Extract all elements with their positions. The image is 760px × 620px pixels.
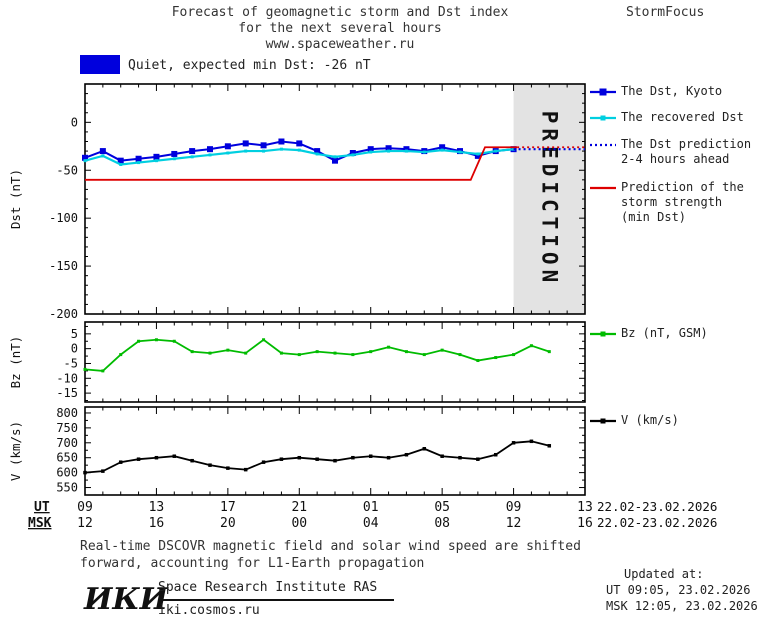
svg-text:-50: -50 [56,163,78,177]
bz-line-icon [590,331,616,337]
svg-text:16: 16 [149,516,165,531]
legend-label-storm-1: Prediction of the [621,180,744,194]
updated-msk: MSK 12:05, 23.02.2026 [606,599,758,613]
svg-text:09: 09 [77,500,93,515]
svg-text:700: 700 [56,436,78,450]
svg-text:-150: -150 [49,259,78,273]
storm-level-swatch [80,55,120,74]
svg-text:V (km/s): V (km/s) [8,421,23,481]
brand-stormfocus: StormFocus [626,5,705,20]
legend-label-storm-3: (min Dst) [621,210,687,224]
legend-bz: Bz (nT, GSM) [590,326,708,341]
legend-v: V (km/s) [590,413,679,428]
institute-divider [158,599,394,601]
time-axis: UT 09 13 17 21 01 05 09 13 22.02-23.02.2026 MSK 12 1… [28,499,717,531]
note-line-1: Real-time DSCOVR magnetic field and sola… [80,539,581,554]
v-line-icon [590,418,616,424]
institute-name: Space Research Institute RAS [158,580,378,595]
svg-text:-200: -200 [49,307,78,318]
svg-text:-15: -15 [56,386,78,400]
svg-text:20: 20 [220,516,236,531]
svg-text:13: 13 [149,500,165,515]
legend-label-recovered: The recovered Dst [621,110,744,124]
svg-text:09: 09 [506,500,522,515]
svg-text:01: 01 [363,500,379,515]
legend-storm-strength: Prediction of the storm strength (min Ds… [590,180,744,225]
institute-site: iki.cosmos.ru [158,603,260,618]
svg-text:08: 08 [434,516,450,531]
svg-text:13: 13 [577,500,593,515]
svg-text:22.02-23.02.2026: 22.02-23.02.2026 [597,499,717,514]
svg-text:12: 12 [506,516,522,531]
svg-text:800: 800 [56,406,78,420]
propagation-note: Real-time DSCOVR magnetic field and sola… [80,538,581,572]
legend-label-bz: Bz (nT, GSM) [621,326,708,340]
legend-dst-prediction: The Dst prediction 2-4 hours ahead [590,137,751,167]
svg-text:650: 650 [56,451,78,465]
svg-text:12: 12 [77,516,93,531]
svg-text:UT: UT [34,500,50,515]
legend-label-dst-kyoto: The Dst, Kyoto [621,84,723,98]
svg-text:00: 00 [291,516,307,531]
svg-text:-100: -100 [49,211,78,225]
svg-text:MSK: MSK [28,516,52,531]
title-line-1: Forecast of geomagnetic storm and Dst in… [171,5,509,20]
svg-text:5: 5 [71,327,78,341]
svg-text:04: 04 [363,516,379,531]
storm-status-label: Quiet, expected min Dst: -26 nT [128,58,371,73]
svg-text:05: 05 [434,500,450,515]
svg-text:22.02-23.02.2026: 22.02-23.02.2026 [597,515,717,530]
svg-text:0: 0 [71,342,78,356]
svg-text:-5: -5 [64,356,78,370]
dst-prediction-dotted-line-icon [590,143,616,147]
recovered-dst-line-icon [590,115,616,121]
svg-text:-10: -10 [56,371,78,385]
svg-text:PREDICTION: PREDICTION [537,111,561,287]
dst-kyoto-line-icon [590,88,616,96]
svg-text:21: 21 [291,500,307,515]
title-line-3: www.spaceweather.ru [265,37,415,52]
legend-label-prediction-1: The Dst prediction [621,137,752,151]
note-line-2: forward, accounting for L1-Earth propaga… [80,556,425,571]
svg-text:16: 16 [577,516,593,531]
bz-panel: 50-5-10-15 Bz (nT) [8,321,586,403]
legend-dst-kyoto: The Dst, Kyoto [590,84,722,99]
svg-text:Dst (nT): Dst (nT) [8,169,23,229]
svg-text:Bz (nT): Bz (nT) [8,336,23,389]
svg-text:750: 750 [56,421,78,435]
legend-recovered-dst: The recovered Dst [590,110,744,125]
page-title: Forecast of geomagnetic storm and Dst in… [80,5,600,53]
legend-label-storm-2: storm strength [621,195,723,209]
svg-text:600: 600 [56,466,78,480]
updated-label: Updated at: [624,567,704,581]
svg-text:550: 550 [56,481,78,495]
updated-ut: UT 09:05, 23.02.2026 [606,583,751,597]
title-line-2: for the next several hours [238,21,442,36]
legend-label-prediction-2: 2-4 hours ahead [621,152,730,166]
dst-panel: PREDICTION 0 -50 -100 -150 -200 Dst (nT) [8,83,586,318]
svg-text:17: 17 [220,500,236,515]
svg-text:0: 0 [71,115,78,129]
legend-label-v: V (km/s) [621,413,679,427]
iki-logo: ИКИ [84,582,168,617]
storm-strength-line-icon [590,186,616,190]
updated-block: Updated at: UT 09:05, 23.02.2026 MSK 12:… [606,566,758,614]
